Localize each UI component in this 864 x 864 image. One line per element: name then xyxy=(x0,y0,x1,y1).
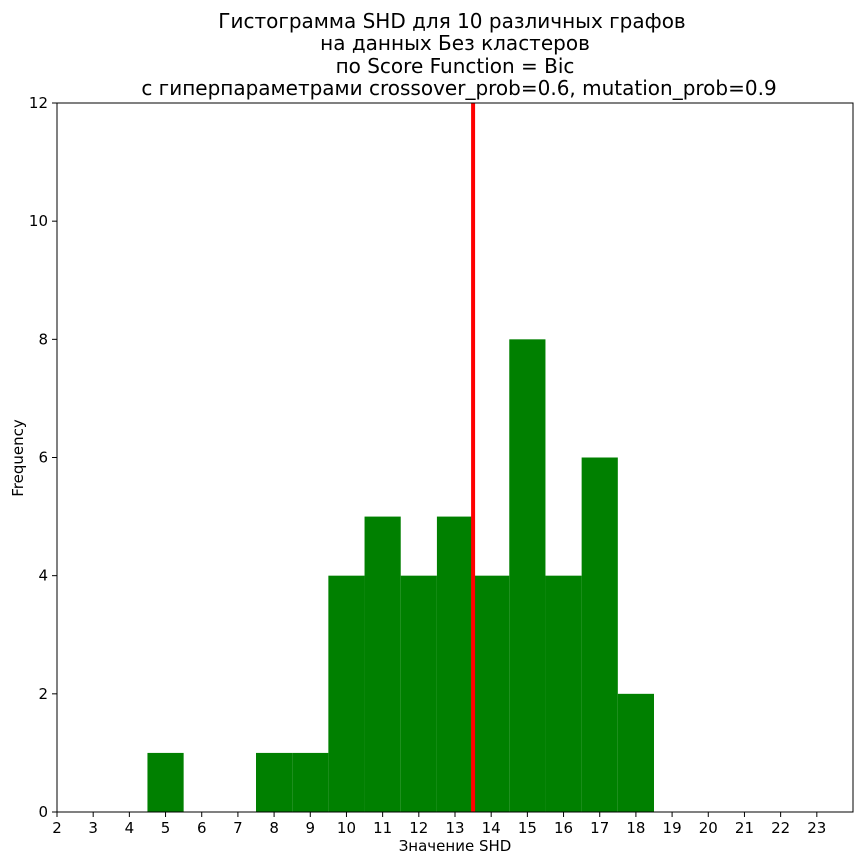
y-tick-label-2: 2 xyxy=(38,685,48,703)
y-tick-label-8: 8 xyxy=(38,330,48,348)
x-tick-label-18: 18 xyxy=(626,819,645,837)
title-line-2: на данных Без кластеров xyxy=(320,31,590,55)
x-tick-label-15: 15 xyxy=(518,819,537,837)
x-tick-label-2: 2 xyxy=(52,819,62,837)
x-tick-label-17: 17 xyxy=(590,819,609,837)
x-tick-label-5: 5 xyxy=(161,819,171,837)
histogram-bar-16 xyxy=(545,575,582,812)
title-line-4: с гиперпараметрами crossover_prob=0.6, m… xyxy=(141,76,776,100)
x-tick-label-11: 11 xyxy=(373,819,392,837)
x-tick-label-8: 8 xyxy=(269,819,279,837)
histogram-bar-17 xyxy=(581,457,618,812)
histogram-bar-15 xyxy=(509,339,546,812)
y-tick-label-10: 10 xyxy=(29,212,48,230)
histogram-bar-14 xyxy=(473,575,510,812)
chart-title: Гистограмма SHD для 10 различных графов … xyxy=(141,9,776,100)
x-tick-label-20: 20 xyxy=(699,819,718,837)
y-tick-label-4: 4 xyxy=(38,567,48,585)
y-tick-label-6: 6 xyxy=(38,449,48,467)
histogram-bar-9 xyxy=(292,752,329,812)
x-tick-label-4: 4 xyxy=(125,819,135,837)
histogram-bars xyxy=(147,339,654,812)
x-tick-label-13: 13 xyxy=(445,819,464,837)
histogram-bar-5 xyxy=(147,752,184,812)
title-line-1: Гистограмма SHD для 10 различных графов xyxy=(218,9,685,33)
x-tick-label-23: 23 xyxy=(807,819,826,837)
x-tick-label-16: 16 xyxy=(554,819,573,837)
y-axis-ticks: 0 2 4 6 8 10 12 xyxy=(29,94,57,821)
histogram-bar-18 xyxy=(617,693,654,812)
x-tick-label-19: 19 xyxy=(663,819,682,837)
histogram-bar-13 xyxy=(436,516,474,812)
x-tick-label-3: 3 xyxy=(88,819,98,837)
x-tick-label-21: 21 xyxy=(735,819,754,837)
x-axis-ticks: 2 3 4 5 6 7 8 9 10 11 12 13 14 15 16 17 18 19 20 21 22 23 xyxy=(52,812,826,837)
y-tick-label-0: 0 xyxy=(38,803,48,821)
title-line-3: по Score Function = Bic xyxy=(336,54,575,78)
histogram-bar-10 xyxy=(328,575,365,812)
y-tick-label-12: 12 xyxy=(29,94,48,112)
x-tick-label-6: 6 xyxy=(197,819,207,837)
histogram-bar-8 xyxy=(256,752,293,812)
x-tick-label-14: 14 xyxy=(482,819,501,837)
x-tick-label-10: 10 xyxy=(337,819,356,837)
histogram-bar-11 xyxy=(364,516,401,812)
histogram-bar-12 xyxy=(400,575,437,812)
x-tick-label-22: 22 xyxy=(771,819,790,837)
x-tick-label-7: 7 xyxy=(233,819,243,837)
x-axis-label: Значение SHD xyxy=(399,837,512,855)
x-tick-label-12: 12 xyxy=(409,819,428,837)
x-tick-label-9: 9 xyxy=(305,819,315,837)
y-axis-label: Frequency xyxy=(9,419,27,497)
